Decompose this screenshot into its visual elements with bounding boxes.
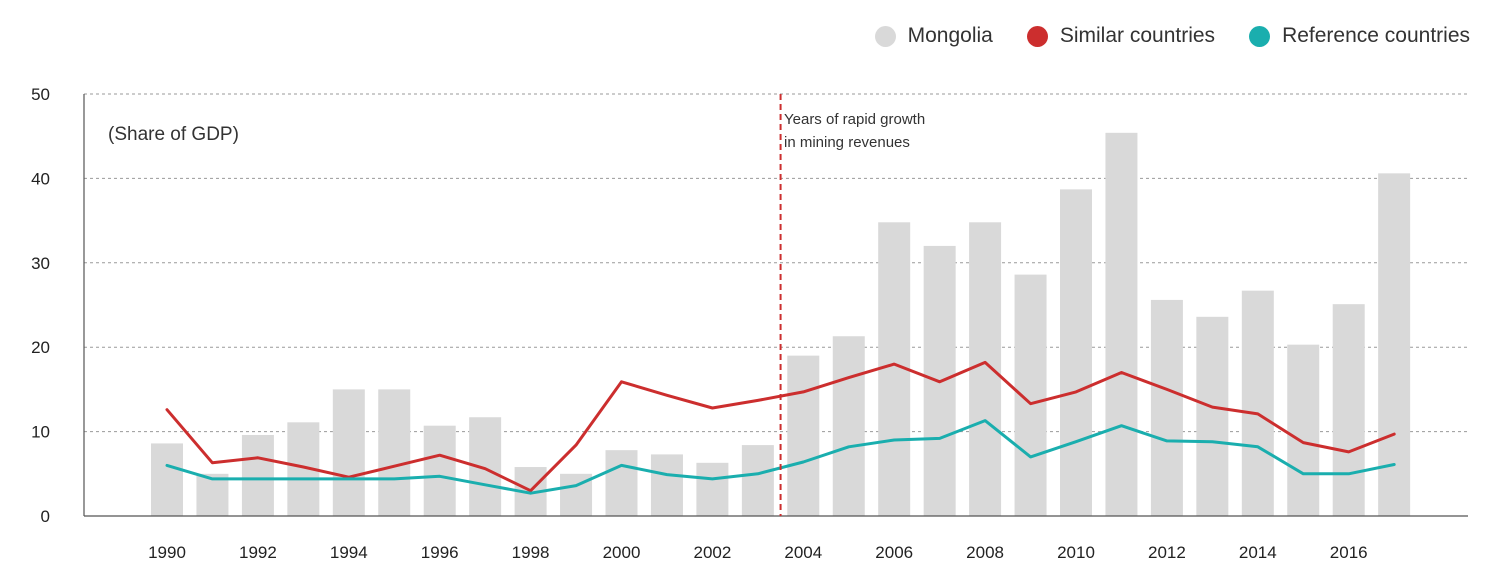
bar-mongolia-2012	[1150, 299, 1183, 516]
x-tick-label-2004: 2004	[784, 543, 822, 562]
gridlines	[84, 93, 1468, 433]
x-tick-label-2002: 2002	[693, 543, 731, 562]
x-tick-label-2000: 2000	[603, 543, 641, 562]
bar-mongolia-2014	[1241, 290, 1274, 516]
bar-mongolia-2016	[1332, 304, 1365, 516]
y-tick-label-0: 0	[41, 507, 50, 526]
x-tick-label-2008: 2008	[966, 543, 1004, 562]
x-tick-label-1994: 1994	[330, 543, 368, 562]
legend: Mongolia Similar countries Reference cou…	[841, 24, 1470, 48]
bar-mongolia-1992	[241, 434, 274, 516]
x-tick-label-1998: 1998	[512, 543, 550, 562]
x-tick-label-2010: 2010	[1057, 543, 1095, 562]
bar-mongolia-1996	[423, 425, 456, 516]
bar-mongolia-2004	[787, 355, 820, 516]
y-tick-label-30: 30	[31, 254, 50, 273]
bar-mongolia-2001	[650, 454, 683, 516]
x-tick-label-1992: 1992	[239, 543, 277, 562]
bar-mongolia-2015	[1287, 344, 1320, 516]
annotation-line-2: in mining revenues	[784, 134, 910, 151]
bar-mongolia-2010	[1060, 189, 1092, 516]
bar-mongolia-2017	[1378, 173, 1411, 516]
bar-mongolia-1995	[378, 389, 411, 516]
legend-item-similar-countries: Similar countries	[1026, 24, 1216, 48]
legend-item-mongolia: Mongolia	[874, 24, 993, 48]
y-tick-label-20: 20	[31, 338, 50, 357]
legend-swatch-similar-countries	[1026, 25, 1048, 47]
unit-label: (Share of GDP)	[108, 124, 239, 145]
mongolia-bars	[151, 132, 1411, 517]
y-tick-label-10: 10	[31, 423, 50, 442]
legend-label-reference-countries: Reference countries	[1282, 24, 1470, 47]
annotation-line-1: Years of rapid growth	[784, 111, 925, 128]
bar-mongolia-2011	[1105, 132, 1138, 516]
bar-mongolia-1990	[151, 443, 183, 516]
legend-label-mongolia: Mongolia	[907, 24, 993, 47]
y-tick-label-50: 50	[31, 85, 50, 104]
x-tick-label-1990: 1990	[148, 543, 186, 562]
x-tick-label-2014: 2014	[1239, 543, 1277, 562]
y-tick-label-40: 40	[31, 169, 50, 188]
bar-mongolia-2013	[1196, 316, 1229, 516]
x-tick-label-2006: 2006	[875, 543, 913, 562]
bar-mongolia-2002	[696, 462, 729, 516]
legend-swatch-reference-countries	[1249, 25, 1271, 47]
bar-mongolia-2000	[605, 450, 638, 516]
x-tick-label-2016: 2016	[1330, 543, 1368, 562]
legend-label-similar-countries: Similar countries	[1059, 24, 1216, 47]
legend-item-reference-countries: Reference countries	[1249, 24, 1470, 48]
x-tick-label-1996: 1996	[421, 543, 459, 562]
bar-mongolia-2003	[741, 445, 774, 516]
bar-mongolia-1991	[196, 473, 229, 516]
legend-swatch-mongolia	[874, 25, 896, 47]
bar-mongolia-1994	[332, 389, 365, 516]
axes: 0 10 20 30 40 50 1990 1992 1994 1996 1998 2000 2002 2…	[31, 85, 1468, 562]
bar-mongolia-2005	[832, 336, 865, 516]
bar-mongolia-2008	[969, 222, 1002, 516]
x-tick-label-2012: 2012	[1148, 543, 1186, 562]
